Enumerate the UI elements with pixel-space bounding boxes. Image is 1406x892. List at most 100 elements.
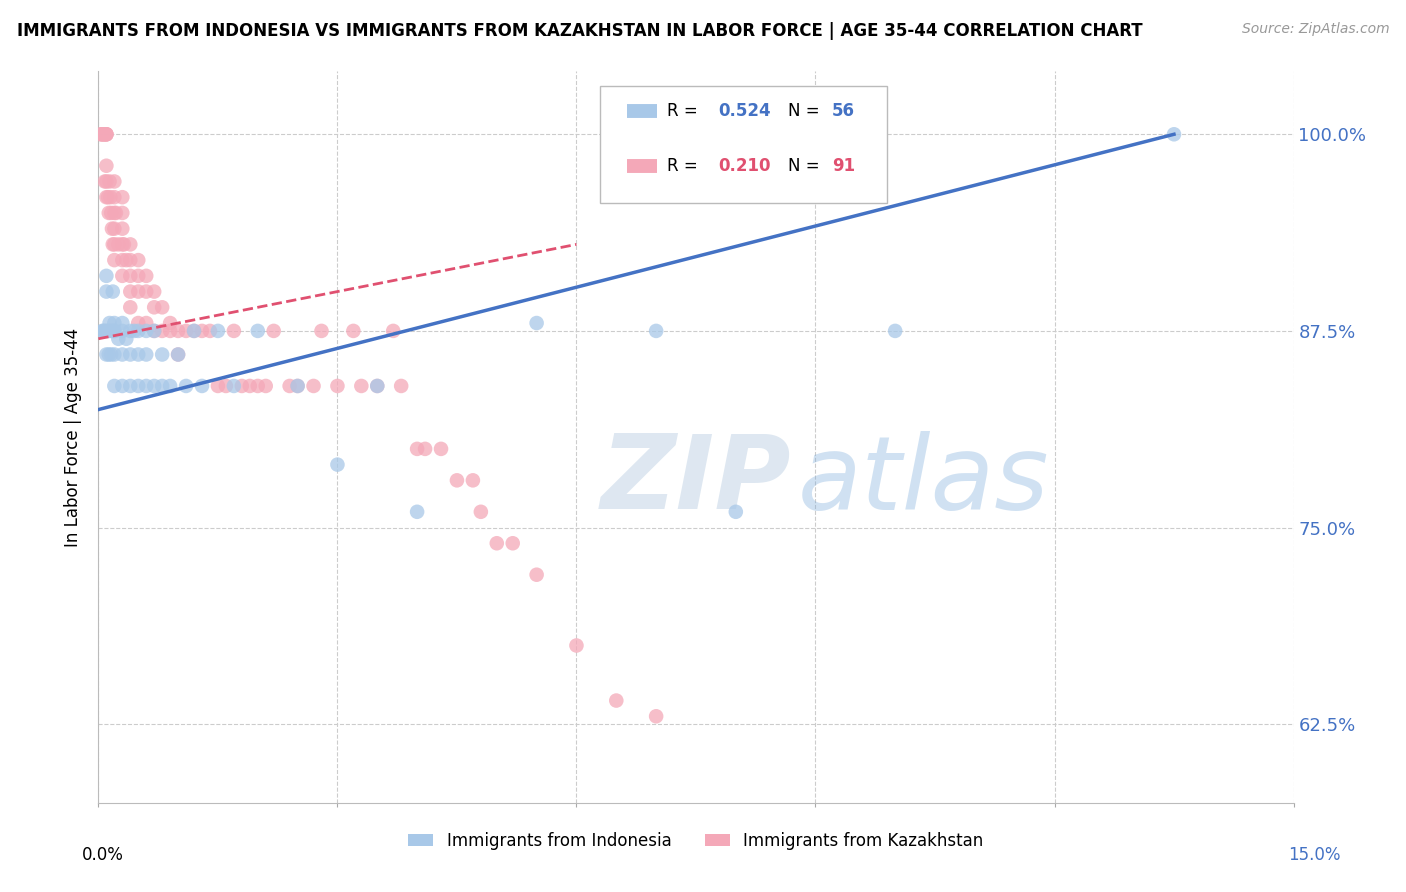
Point (174, 379, 197, 393)
Point (127, 379, 149, 393)
Point (174, 324, 197, 338)
Text: 0.210: 0.210 (718, 158, 770, 176)
Y-axis label: In Labor Force | Age 35-44: In Labor Force | Age 35-44 (65, 327, 83, 547)
Point (135, 285, 157, 299)
Point (159, 316, 181, 330)
Point (107, 237, 129, 252)
Point (103, 174, 125, 188)
Point (382, 324, 405, 338)
Point (120, 301, 142, 315)
Point (111, 324, 134, 338)
Point (207, 324, 229, 338)
Point (406, 505, 429, 519)
Point (135, 379, 157, 393)
Point (107, 332, 129, 346)
Point (287, 379, 309, 393)
Point (103, 237, 125, 252)
Point (135, 268, 157, 283)
Point (120, 268, 142, 283)
Point (127, 324, 149, 338)
Point (1163, 128, 1185, 142)
Point (183, 324, 205, 338)
Point (115, 253, 138, 268)
Text: 56: 56 (832, 102, 855, 120)
Point (167, 347, 190, 361)
Point (884, 324, 907, 338)
Point (167, 347, 190, 361)
FancyBboxPatch shape (600, 86, 887, 203)
Point (120, 237, 142, 252)
Point (111, 221, 134, 235)
Point (461, 473, 484, 487)
Point (127, 285, 149, 299)
Point (111, 190, 134, 204)
Point (446, 473, 468, 487)
Point (101, 221, 124, 235)
Point (101, 285, 124, 299)
Point (502, 536, 524, 550)
Point (159, 324, 181, 338)
Point (93, 128, 115, 142)
Point (263, 324, 285, 338)
Point (101, 324, 124, 338)
Point (143, 324, 166, 338)
Point (98, 190, 122, 204)
Point (526, 316, 548, 330)
Text: atlas: atlas (797, 431, 1049, 531)
Point (350, 379, 373, 393)
Point (103, 190, 125, 204)
Point (96, 174, 118, 188)
Point (724, 505, 747, 519)
Point (91, 128, 114, 142)
Point (111, 237, 134, 252)
Point (111, 206, 134, 220)
Point (101, 237, 124, 252)
Point (96, 159, 118, 173)
Point (485, 536, 508, 550)
Point (430, 442, 453, 456)
Point (98, 316, 121, 330)
Point (104, 206, 127, 220)
Point (91, 324, 114, 338)
Point (103, 379, 125, 393)
Point (302, 379, 325, 393)
Point (100, 347, 122, 361)
Point (150, 347, 173, 361)
Point (191, 324, 214, 338)
Text: 91: 91 (832, 158, 855, 176)
Point (406, 442, 429, 456)
Point (254, 379, 277, 393)
Point (111, 316, 134, 330)
Point (326, 458, 349, 472)
Point (278, 379, 301, 393)
Point (605, 693, 627, 707)
Point (389, 379, 412, 393)
Point (645, 324, 668, 338)
Point (96, 268, 118, 283)
Point (143, 324, 166, 338)
Point (111, 268, 134, 283)
Point (97, 206, 120, 220)
Point (565, 639, 588, 653)
Point (103, 316, 125, 330)
Point (96, 285, 118, 299)
Point (120, 379, 142, 393)
Point (103, 324, 125, 338)
Point (135, 316, 157, 330)
Point (96, 347, 118, 361)
Point (143, 301, 166, 315)
Text: 0.524: 0.524 (718, 102, 772, 120)
Point (470, 505, 492, 519)
Point (111, 379, 134, 393)
Point (120, 347, 142, 361)
Point (198, 324, 221, 338)
Point (103, 206, 125, 220)
Point (287, 379, 309, 393)
Point (96, 324, 118, 338)
Point (94, 174, 117, 188)
Point (150, 379, 173, 393)
Point (97, 347, 120, 361)
Point (413, 442, 436, 456)
Point (98, 174, 121, 188)
Text: IMMIGRANTS FROM INDONESIA VS IMMIGRANTS FROM KAZAKHSTAN IN LABOR FORCE | AGE 35-: IMMIGRANTS FROM INDONESIA VS IMMIGRANTS … (17, 22, 1143, 40)
